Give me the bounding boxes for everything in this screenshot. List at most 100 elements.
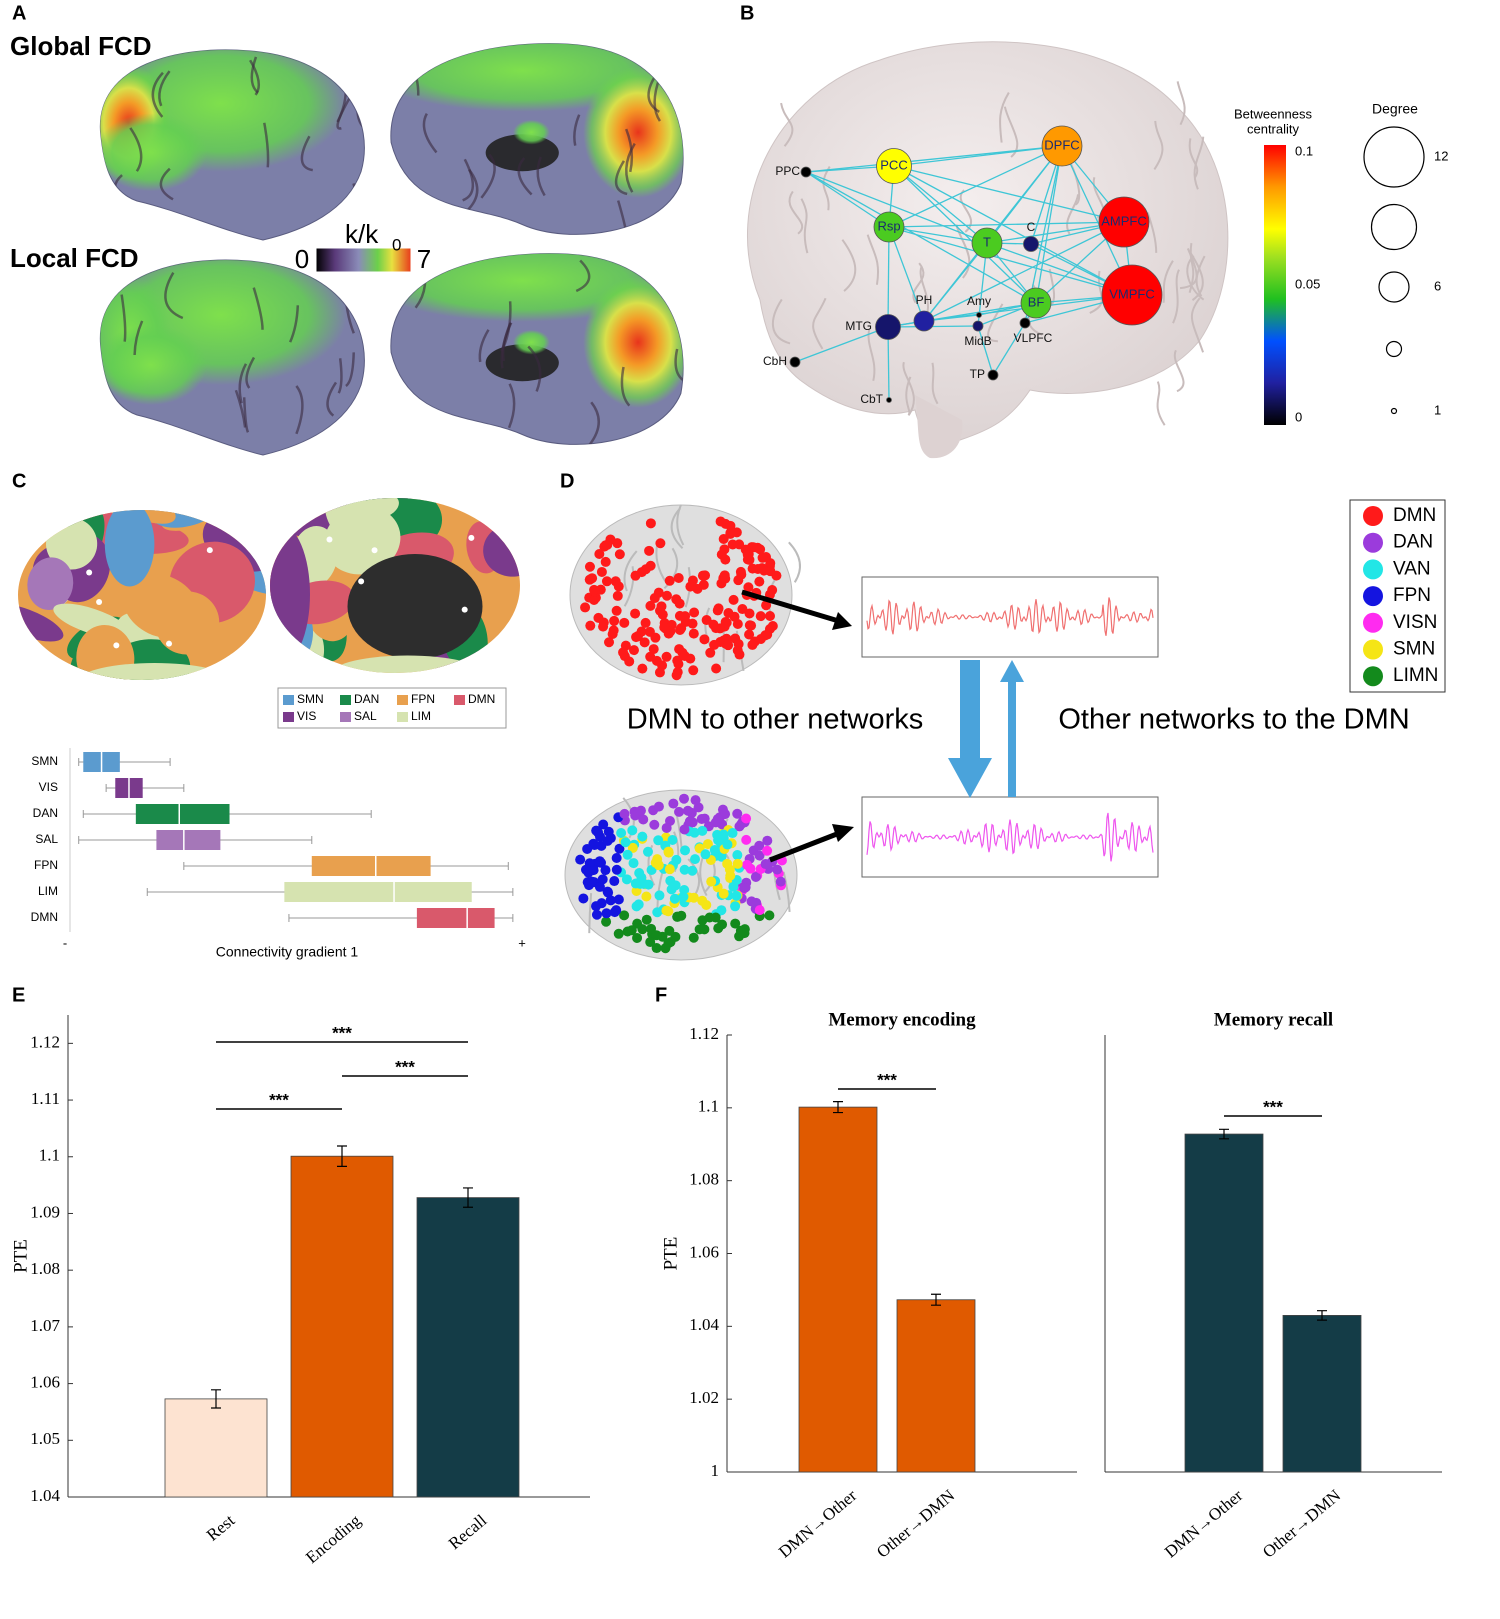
node-dot (671, 854, 682, 865)
bar-chart: 1.04 1.05 1.06 1.07 1.08 1.09 1.1 1.11 1.12 PTE Re… (10, 1015, 590, 1567)
sulcus (462, 158, 475, 202)
y-tick-label: 1.08 (689, 1170, 719, 1189)
x-tick-label: + (518, 935, 526, 950)
box (311, 856, 431, 876)
x-tick-label: Other→DMN (1259, 1486, 1344, 1562)
y-tick-label: 1.07 (30, 1316, 60, 1335)
node-dot (614, 843, 625, 854)
blob (583, 66, 684, 198)
node-dot (613, 894, 624, 905)
node-dot (728, 594, 739, 605)
node-dot (744, 608, 755, 619)
sulcus (614, 160, 628, 196)
arrow-head (948, 758, 992, 798)
sulcus (129, 127, 143, 172)
parcel (115, 510, 176, 524)
parcel (79, 663, 229, 680)
significance-label: *** (269, 1090, 289, 1109)
panel-title: Local FCD (10, 243, 139, 273)
node-label: CbH (763, 354, 787, 368)
node-dot (754, 840, 765, 851)
error-bar (211, 1389, 221, 1409)
node-dot (627, 842, 638, 853)
legend-marker (1363, 612, 1383, 633)
node-dot (754, 576, 765, 587)
chart-title: Memory recall (1214, 1009, 1333, 1030)
node-label: PPC (775, 164, 800, 178)
sulcus (242, 397, 250, 433)
node-dot (582, 843, 593, 854)
bar (896, 1299, 976, 1473)
legend-circle (1385, 340, 1403, 358)
arrow-head (832, 612, 852, 630)
brain-surface (390, 43, 684, 235)
node-dot (616, 828, 627, 839)
node-dot (689, 607, 700, 618)
node-dot (643, 879, 654, 890)
bar (290, 1155, 394, 1498)
node-dot (674, 610, 685, 621)
node-dot (668, 798, 679, 809)
node-dot (670, 880, 681, 891)
node-dot (597, 874, 608, 885)
node-dot (611, 864, 622, 875)
node-dot (595, 831, 606, 842)
node-dot (641, 914, 652, 925)
node-dot (692, 583, 703, 594)
node-label: PCC (880, 157, 907, 172)
parcel (27, 557, 74, 610)
legend-circle (1378, 271, 1410, 303)
x-axis-label: Connectivity gradient 1 (216, 944, 359, 960)
gyrus (788, 541, 801, 583)
bar-chart: Memory recall DMN→Other Other→DMN *** (1104, 1009, 1442, 1562)
node-dot (712, 605, 723, 616)
arrow (741, 589, 843, 625)
sulcus (337, 358, 343, 394)
node-dot (740, 544, 751, 555)
y-tick-label: SMN (31, 754, 58, 768)
signal (866, 597, 1154, 636)
node-dot (663, 938, 674, 949)
node-label: TP (970, 367, 985, 381)
node-dot (731, 890, 742, 901)
sulcus (164, 272, 184, 320)
edge (888, 226, 1133, 296)
edge (893, 165, 1125, 223)
sulcus (500, 322, 513, 369)
legend-label: LIMN (1393, 665, 1438, 686)
gyrus (1188, 138, 1199, 178)
node-dot (739, 883, 750, 894)
node-label: Amy (967, 294, 991, 308)
node-dot (628, 858, 639, 869)
node-dot (611, 905, 622, 916)
node-dot (656, 601, 667, 612)
bar (798, 1106, 878, 1473)
gyrus (812, 297, 827, 350)
node-dot (636, 567, 647, 578)
node-dot (730, 918, 741, 929)
seed (468, 534, 475, 541)
y-tick-label: 1.12 (30, 1032, 60, 1051)
node-label: DPFC (1044, 137, 1079, 152)
edge (888, 221, 1125, 228)
node-dot (645, 560, 656, 571)
node-dot (761, 600, 772, 611)
node-dot (589, 584, 600, 595)
x-tick-label: - (63, 935, 67, 950)
node-dot (687, 865, 698, 876)
node-dot (743, 582, 754, 593)
legend-label: SMN (1393, 639, 1435, 660)
edge (893, 165, 1133, 296)
node-dot (723, 608, 734, 619)
y-tick-label: 1.08 (30, 1259, 60, 1278)
gyrus (1176, 81, 1186, 126)
node-dot (600, 556, 611, 567)
sulcus (478, 329, 490, 363)
error-bar (337, 1145, 347, 1167)
node-dot (605, 895, 616, 906)
colorbar-max: 7 (417, 244, 431, 274)
edge (977, 325, 994, 376)
node-dot (716, 549, 727, 560)
